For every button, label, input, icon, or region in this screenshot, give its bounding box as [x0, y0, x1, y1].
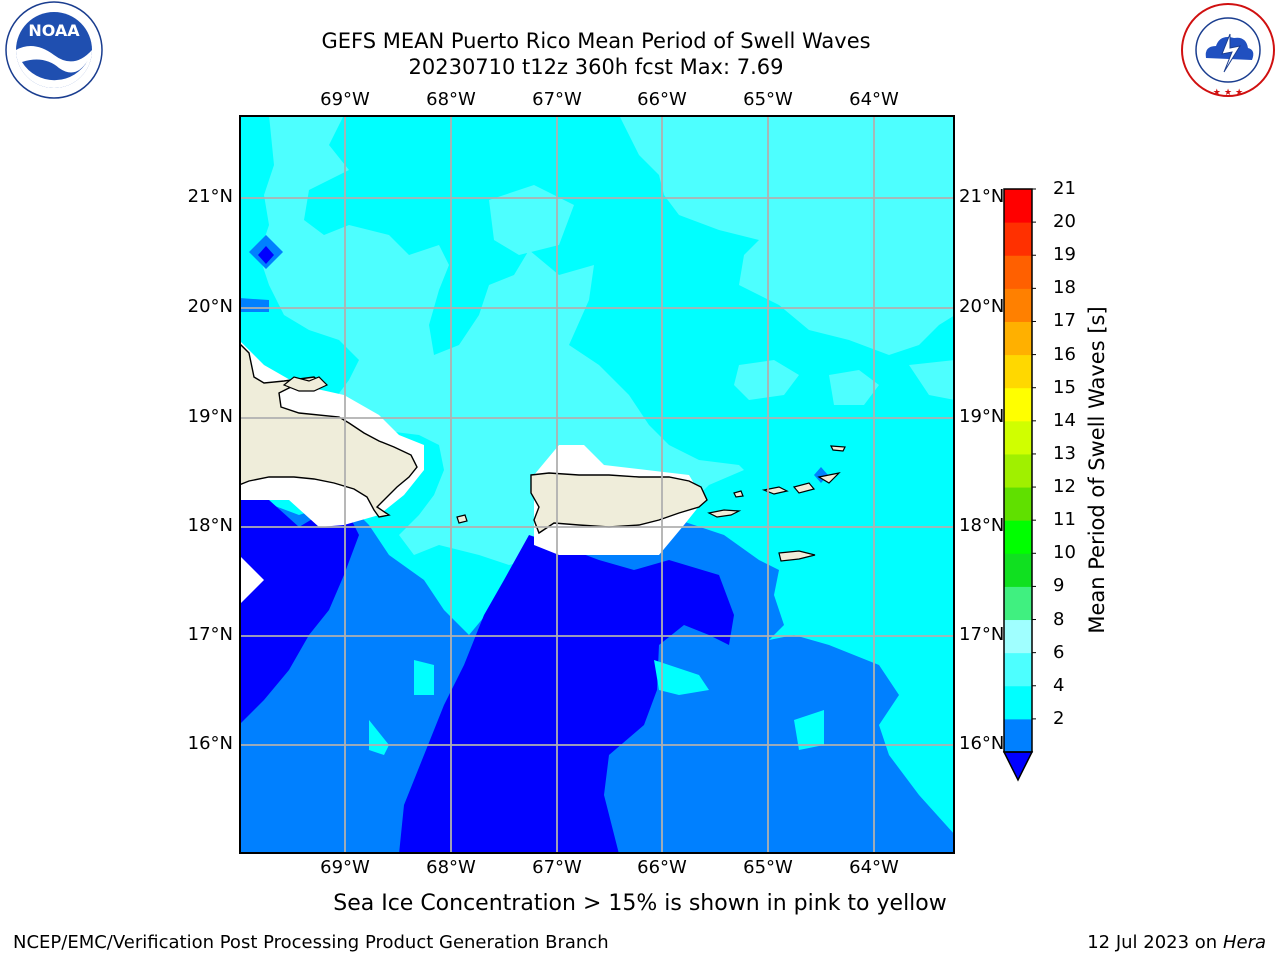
- colorbar-tick-label: 13: [1053, 442, 1076, 464]
- lon-label-top-66w: 66°W: [637, 89, 687, 110]
- land-mask: [239, 340, 704, 605]
- map-subtitle: 20230710 t12z 360h fcst Max: 7.69: [408, 55, 784, 79]
- colorbar: [1002, 188, 1036, 782]
- period-8-9-area: [259, 115, 955, 565]
- colorbar-tick-label: 17: [1053, 310, 1076, 332]
- colorbar-tick-label: 8: [1053, 608, 1065, 630]
- lon-label-bottom-64w: 64°W: [849, 857, 899, 878]
- colorbar-segment: [1004, 685, 1032, 720]
- lon-label-bottom-66w: 66°W: [637, 857, 687, 878]
- colorbar-tick-label: 9: [1053, 575, 1065, 597]
- noaa-logo: NOAA: [5, 1, 103, 99]
- lat-label-right-20n: 20°N: [959, 296, 1005, 317]
- colorbar-tick-label: 20: [1053, 211, 1076, 233]
- colorbar-tick-label: 12: [1053, 476, 1076, 498]
- colorbar-tick-label: 10: [1053, 542, 1076, 564]
- lat-label-right-21n: 21°N: [959, 186, 1005, 207]
- lon-label-bottom-68w: 68°W: [426, 857, 476, 878]
- lon-label-top-69w: 69°W: [320, 89, 370, 110]
- colorbar-title: Mean Period of Swell Waves [s]: [1085, 306, 1109, 634]
- colorbar-segment: [1004, 222, 1032, 256]
- colorbar-extend-arrow: [1002, 751, 1034, 782]
- colorbar-segment: [1004, 354, 1032, 389]
- colorbar-tick-label: 4: [1053, 674, 1065, 696]
- colorbar-tick-label: 21: [1053, 178, 1076, 199]
- colorbar-segment: [1004, 387, 1032, 422]
- colorbar-segment: [1004, 321, 1032, 356]
- swell-period-map: [239, 115, 955, 854]
- lon-label-bottom-67w: 67°W: [532, 857, 582, 878]
- lat-label-left-17n: 17°N: [187, 624, 233, 645]
- colorbar-tick-label: 18: [1053, 277, 1076, 299]
- lon-label-top-65w: 65°W: [743, 89, 793, 110]
- lat-label-right-16n: 16°N: [959, 733, 1005, 754]
- lon-label-top-64w: 64°W: [849, 89, 899, 110]
- lat-label-left-21n: 21°N: [187, 186, 233, 207]
- colorbar-tick-label: 2: [1053, 707, 1065, 729]
- footer-date: 12 Jul 2023 on Hera: [1087, 932, 1266, 953]
- lat-label-left-19n: 19°N: [187, 406, 233, 427]
- period-6-8-patch: [369, 660, 824, 755]
- colorbar-tick-label: 19: [1053, 244, 1076, 266]
- colorbar-border: [1003, 188, 1033, 753]
- colorbar-segment: [1004, 553, 1032, 587]
- footer-date-text: 12 Jul 2023 on: [1087, 932, 1218, 953]
- lon-label-top-67w: 67°W: [532, 89, 582, 110]
- colorbar-segment: [1004, 487, 1032, 521]
- footer-credit: NCEP/EMC/Verification Post Processing Pr…: [13, 932, 609, 953]
- colorbar-segment: [1004, 420, 1032, 455]
- colorbar-segment: [1004, 520, 1032, 554]
- lat-label-right-19n: 19°N: [959, 406, 1005, 427]
- lat-label-right-18n: 18°N: [959, 515, 1005, 536]
- colorbar-segment: [1004, 189, 1032, 223]
- lon-label-bottom-65w: 65°W: [743, 857, 793, 878]
- lon-label-bottom-69w: 69°W: [320, 857, 370, 878]
- sea-ice-note: Sea Ice Concentration > 15% is shown in …: [333, 891, 947, 916]
- lat-label-left-20n: 20°N: [187, 296, 233, 317]
- colorbar-segment: [1004, 288, 1032, 322]
- map-gridlines: [239, 115, 955, 854]
- lon-label-top-68w: 68°W: [426, 89, 476, 110]
- colorbar-segment: [1004, 718, 1032, 753]
- colorbar-segment: [1004, 652, 1032, 687]
- lat-label-left-16n: 16°N: [187, 733, 233, 754]
- colorbar-tick-label: 15: [1053, 376, 1076, 398]
- colorbar-segment: [1004, 255, 1032, 289]
- lat-label-right-17n: 17°N: [959, 624, 1005, 645]
- lat-label-left-18n: 18°N: [187, 515, 233, 536]
- colorbar-tick-label: 11: [1053, 509, 1076, 531]
- noaa-logo-text: NOAA: [28, 21, 80, 40]
- colorbar-segment: [1004, 453, 1032, 488]
- map-title: GEFS MEAN Puerto Rico Mean Period of Swe…: [321, 29, 871, 53]
- hispaniola-landmass: [239, 342, 418, 518]
- colorbar-tick-label: 14: [1053, 409, 1076, 431]
- puerto-rico-landmass: [530, 472, 708, 535]
- period-2-4-area: [239, 500, 734, 854]
- colorbar-segment: [1004, 586, 1032, 621]
- colorbar-tick-label: 6: [1053, 641, 1065, 663]
- svg-text:★ ★ ★: ★ ★ ★: [1213, 88, 1243, 98]
- national-weather-service-logo: ★ ★ ★: [1181, 3, 1275, 98]
- footer-machine: Hera: [1222, 932, 1266, 953]
- colorbar-segment: [1004, 619, 1032, 654]
- colorbar-tick-label: 16: [1053, 343, 1076, 365]
